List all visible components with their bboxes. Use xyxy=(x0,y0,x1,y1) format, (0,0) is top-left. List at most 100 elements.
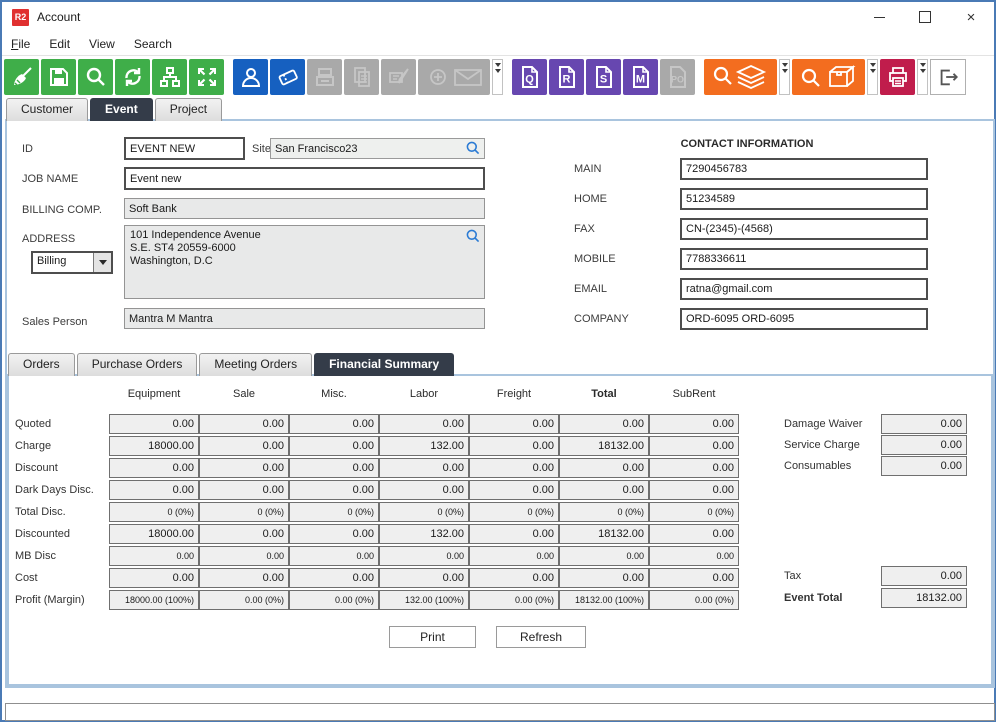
cell: 0.00 xyxy=(199,414,289,434)
cell: 0 (0%) xyxy=(379,502,469,522)
address-type-combo[interactable]: Billing xyxy=(31,251,113,274)
cell: 0.00 xyxy=(199,524,289,544)
email-field[interactable]: ratna@gmail.com xyxy=(680,278,928,300)
quote-doc-button[interactable]: Q xyxy=(512,59,547,95)
minimize-button[interactable] xyxy=(856,2,902,32)
contact-button[interactable] xyxy=(233,59,268,95)
menu-view[interactable]: View xyxy=(89,36,115,51)
site-field[interactable]: San Francisco23 xyxy=(270,138,485,159)
printer-icon xyxy=(886,65,910,89)
maximize-icon xyxy=(919,11,931,23)
menu-edit[interactable]: Edit xyxy=(49,36,71,51)
tab-purchase-orders[interactable]: Purchase Orders xyxy=(76,353,198,376)
cell: 0.00 xyxy=(469,568,559,588)
cell: 0.00 xyxy=(289,414,379,434)
cell: 0 (0%) xyxy=(559,502,649,522)
new-button[interactable] xyxy=(4,59,39,95)
po-doc-button: PO xyxy=(660,59,695,95)
print-button[interactable]: Print xyxy=(389,626,476,648)
row-discount: 0.00 0.00 0.00 0.00 0.00 0.00 0.00 xyxy=(109,458,739,478)
tab-orders[interactable]: Orders xyxy=(8,353,75,376)
cell: 0.00 xyxy=(289,436,379,456)
id-field[interactable]: EVENT NEW xyxy=(124,137,245,160)
search-stack-icon xyxy=(710,63,772,91)
service-charge-field: 0.00 xyxy=(881,435,967,455)
site-search-icon[interactable] xyxy=(465,140,481,156)
hierarchy-icon xyxy=(158,65,182,89)
home-phone-field[interactable]: 51234589 xyxy=(680,188,928,210)
menu-search[interactable]: Search xyxy=(133,36,172,51)
search-button[interactable] xyxy=(78,59,113,95)
save-icon xyxy=(47,65,71,89)
ticket-button[interactable] xyxy=(270,59,305,95)
tab-customer[interactable]: Customer xyxy=(6,98,89,121)
hierarchy-button[interactable] xyxy=(152,59,187,95)
exit-button[interactable] xyxy=(930,59,966,95)
fax-field[interactable]: CN-(2345)-(4568) xyxy=(680,218,928,240)
job-name-field[interactable]: Event new xyxy=(124,167,485,190)
search-inventory-button[interactable] xyxy=(704,59,777,95)
col-sale: Sale xyxy=(232,388,256,400)
cell: 18132.00 (100%) xyxy=(559,590,649,610)
menu-file[interactable]: File xyxy=(11,36,31,51)
expand-button[interactable] xyxy=(189,59,224,95)
close-button[interactable]: × xyxy=(966,8,976,26)
refresh-button[interactable]: Refresh xyxy=(496,626,586,648)
svg-text:S: S xyxy=(599,74,606,86)
search-package-button[interactable] xyxy=(792,59,865,95)
mobile-field[interactable]: 7788336611 xyxy=(680,248,928,270)
row-cost: 0.00 0.00 0.00 0.00 0.00 0.00 0.00 xyxy=(109,568,739,588)
company-field[interactable]: ORD-6095 ORD-6095 xyxy=(680,308,928,330)
row-label-charge: Charge xyxy=(15,440,52,452)
address-search-icon[interactable] xyxy=(465,228,481,244)
cell: 0.00 xyxy=(289,458,379,478)
save-button[interactable] xyxy=(41,59,76,95)
exit-icon xyxy=(937,66,959,88)
search-inventory-dropdown[interactable] xyxy=(779,59,790,95)
cell: 0.00 xyxy=(289,480,379,500)
cell: 18132.00 xyxy=(559,524,649,544)
tab-meeting-orders[interactable]: Meeting Orders xyxy=(199,353,313,376)
cell: 0.00 xyxy=(559,568,649,588)
svg-text:R: R xyxy=(562,74,570,86)
register-icon xyxy=(313,65,337,89)
refresh-button[interactable] xyxy=(115,59,150,95)
main-phone-field[interactable]: 7290456783 xyxy=(680,158,928,180)
edit-button xyxy=(381,59,416,95)
address-field: 101 Independence Avenue S.E. ST4 20559-6… xyxy=(124,225,485,299)
tax-field: 0.00 xyxy=(881,566,967,586)
tab-project[interactable]: Project xyxy=(154,98,223,121)
ticket-icon xyxy=(276,65,300,89)
col-total: Total xyxy=(591,388,617,400)
cell: 0.00 xyxy=(469,458,559,478)
expand-icon xyxy=(195,65,219,89)
print-toolbar-button[interactable] xyxy=(880,59,915,95)
consumables-field: 0.00 xyxy=(881,456,967,476)
reservation-doc-button[interactable]: R xyxy=(549,59,584,95)
tab-financial-summary[interactable]: Financial Summary xyxy=(314,353,455,376)
cell: 0.00 xyxy=(469,546,559,566)
meeting-doc-button[interactable]: M xyxy=(623,59,658,95)
row-charge: 18000.00 0.00 0.00 132.00 0.00 18132.00 0.00 xyxy=(109,436,739,456)
cell: 0.00 (0%) xyxy=(469,590,559,610)
company-label: COMPANY xyxy=(574,313,629,325)
add-mail-button xyxy=(418,59,490,95)
search-package-dropdown[interactable] xyxy=(867,59,878,95)
col-freight: Freight xyxy=(496,388,532,400)
print-dropdown[interactable] xyxy=(917,59,928,95)
toolbar-overflow-dropdown[interactable] xyxy=(492,59,503,95)
damage-waiver-field: 0.00 xyxy=(881,414,967,434)
consumables-label: Consumables xyxy=(784,460,852,472)
show-doc-button[interactable]: S xyxy=(586,59,621,95)
cell: 0.00 xyxy=(199,480,289,500)
edit-icon xyxy=(387,65,411,89)
tab-event[interactable]: Event xyxy=(90,98,153,121)
row-label-profit: Profit (Margin) xyxy=(15,594,85,606)
address-type-dropdown[interactable] xyxy=(93,253,111,272)
cell: 0.00 xyxy=(649,414,739,434)
cell: 0.00 xyxy=(289,568,379,588)
maximize-button[interactable] xyxy=(902,2,948,32)
cell: 0.00 xyxy=(559,480,649,500)
sales-person-label: Sales Person xyxy=(22,316,88,328)
svg-text:M: M xyxy=(635,74,644,86)
